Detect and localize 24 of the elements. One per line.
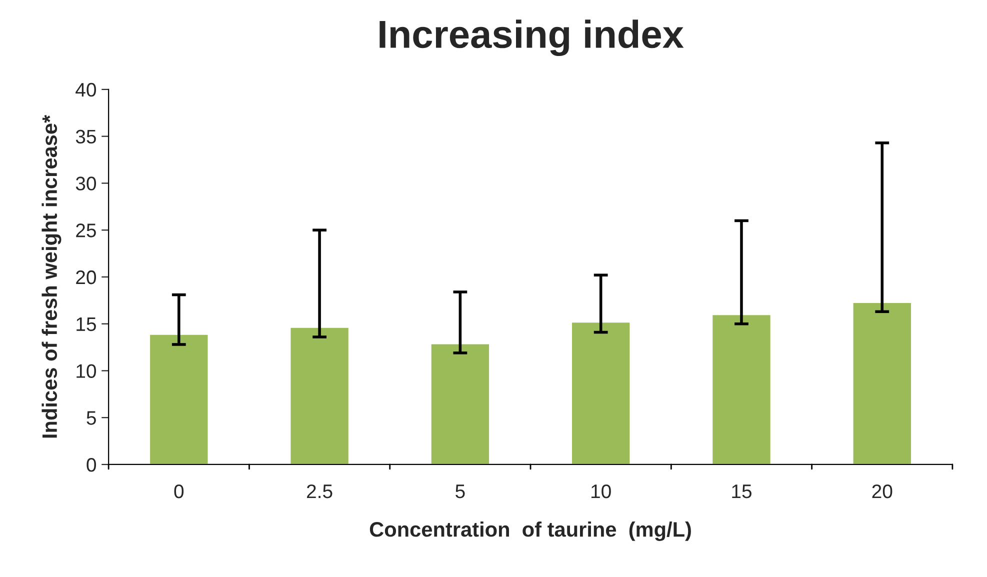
y-tick-label: 30 — [76, 176, 96, 190]
y-tick-label: 40 — [76, 82, 96, 97]
x-axis-title: Concentration of taurine (mg/L) — [370, 522, 691, 542]
x-tick-label: 15 — [732, 484, 752, 498]
bar — [570, 321, 632, 464]
bar — [148, 333, 210, 464]
bar — [430, 342, 490, 464]
y-tick-label: 0 — [86, 458, 96, 472]
x-tick-label: 5 — [456, 484, 465, 498]
bar — [289, 326, 350, 464]
y-tick-label: 20 — [76, 270, 96, 284]
x-tick-label: 0 — [174, 484, 184, 498]
x-tick-label: 2.5 — [307, 484, 332, 498]
y-tick-label: 5 — [86, 411, 96, 425]
x-tick-label: 20 — [872, 484, 892, 498]
y-tick-label: 10 — [76, 364, 96, 378]
chart-title: Increasing index — [380, 20, 684, 56]
x-tick-label: 10 — [592, 484, 611, 498]
y-axis-title: Indices of fresh weight increase* — [42, 114, 62, 438]
bar — [852, 302, 912, 464]
y-tick-label: 25 — [76, 224, 96, 238]
bar — [711, 314, 772, 464]
y-tick-label: 35 — [76, 130, 96, 144]
y-tick-label: 15 — [76, 318, 96, 332]
